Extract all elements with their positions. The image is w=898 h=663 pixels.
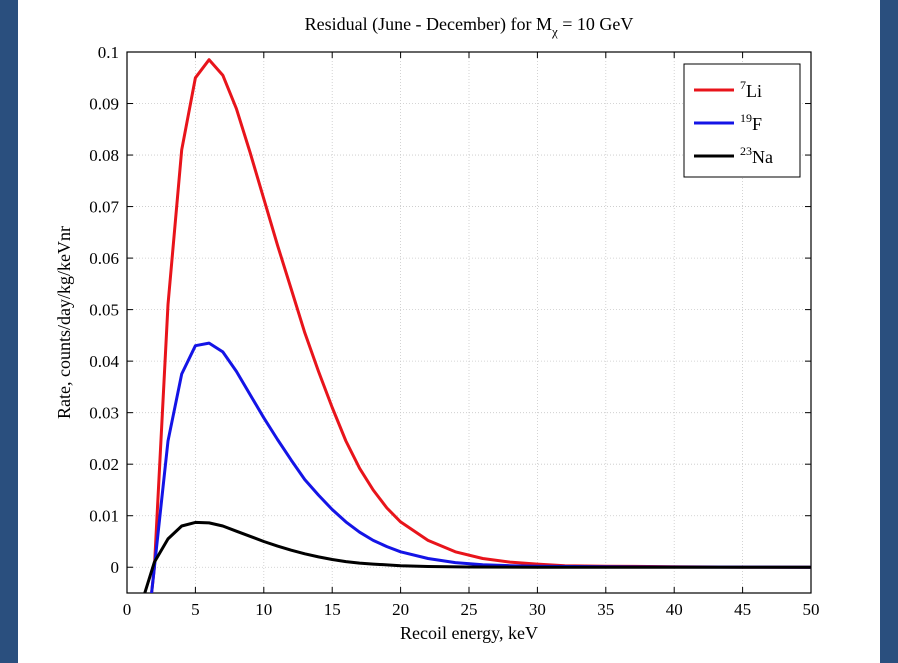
chart: 0 5 10 15 20 25 30 35 40 45 50 0 0.01 0.02 0.03 0.04 0.0… xyxy=(54,14,820,643)
y-tick-label: 0 xyxy=(111,558,120,577)
x-tick-label: 20 xyxy=(392,600,409,619)
chart-title: Residual (June - December) for Mχ = 10 G… xyxy=(305,14,634,39)
legend-label-na: 23Na xyxy=(740,144,773,167)
y-tick-label: 0.06 xyxy=(89,249,119,268)
grid xyxy=(127,52,811,593)
ticks: 0 5 10 15 20 25 30 35 40 45 50 0 0.01 0.02 0.03 0.04 0.0… xyxy=(89,43,819,619)
legend-label-f: 19F xyxy=(740,111,762,134)
x-tick-label: 25 xyxy=(461,600,478,619)
y-tick-label: 0.03 xyxy=(89,404,119,423)
legend-element: Na xyxy=(752,147,773,167)
title-suffix: = 10 GeV xyxy=(558,14,634,34)
x-tick-label: 0 xyxy=(123,600,132,619)
y-tick-label: 0.02 xyxy=(89,455,119,474)
x-axis-label: Recoil energy, keV xyxy=(400,623,538,643)
y-axis-label: Rate, counts/day/kg/keVnr xyxy=(54,226,74,419)
legend-label-li: 7Li xyxy=(740,78,762,101)
y-tick-label: 0.05 xyxy=(89,301,119,320)
legend-isotope-mass: 23 xyxy=(740,144,752,158)
y-tick-label: 0.09 xyxy=(89,95,119,114)
y-tick-label: 0.04 xyxy=(89,352,119,371)
legend-isotope-mass: 19 xyxy=(740,111,752,125)
x-tick-label: 30 xyxy=(529,600,546,619)
x-tick-label: 10 xyxy=(255,600,272,619)
x-tick-label: 45 xyxy=(734,600,751,619)
legend-element: Li xyxy=(746,81,762,101)
x-tick-label: 40 xyxy=(666,600,683,619)
series-line-li xyxy=(150,58,811,593)
y-tick-label: 0.07 xyxy=(89,198,119,217)
legend-isotope-mass: 7 xyxy=(740,78,746,92)
y-tick-label: 0.1 xyxy=(98,43,119,62)
title-main: Residual (June - December) for M xyxy=(305,14,552,35)
x-tick-label: 5 xyxy=(191,600,200,619)
y-tick-label: 0.08 xyxy=(89,146,119,165)
y-tick-label: 0.01 xyxy=(89,507,119,526)
x-tick-label: 50 xyxy=(803,600,820,619)
x-tick-label: 15 xyxy=(324,600,341,619)
series-line-f xyxy=(150,341,811,593)
series-line-na xyxy=(143,520,811,593)
title-subscript: χ xyxy=(551,24,558,39)
legend-box xyxy=(683,63,801,178)
x-tick-label: 35 xyxy=(597,600,614,619)
figure: 0 5 10 15 20 25 30 35 40 45 50 0 0.01 0.02 0.03 0.04 0.0… xyxy=(18,0,880,663)
legend-element: F xyxy=(752,114,762,134)
series-layer xyxy=(143,58,811,593)
